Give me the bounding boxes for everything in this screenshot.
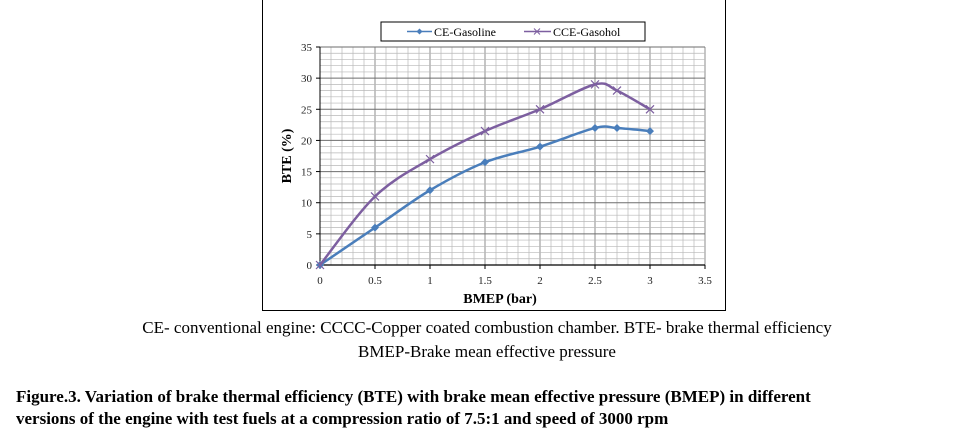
legend: CE-Gasoline CCE-Gasohol [380,21,646,42]
data-point-ce-gasoline [371,223,379,232]
legend-box [380,21,646,42]
data-point-cce-gasohol [370,192,380,201]
data-point-cce-gasohol [425,154,435,164]
x-tick-label: 0.5 [368,275,382,287]
figure-caption-line-1: Figure.3. Variation of brake thermal eff… [16,387,811,406]
x-tick-label: 1.5 [478,275,492,287]
figure-caption-line-2: versions of the engine with test fuels a… [16,409,669,428]
data-point-cce-gasohol [645,104,655,114]
x-tick-label: 1 [427,275,433,287]
x-tick-label: 2.5 [588,275,602,287]
x-tick-label: 3.5 [698,275,712,287]
y-tick-label: 25 [301,104,313,116]
data-point-cce-gasohol [535,104,545,114]
data-point-cce-gasohol [612,86,622,96]
legend-marker-gasohol [533,28,541,35]
y-tick-label: 20 [301,135,313,147]
data-point-ce-gasoline [613,123,621,132]
data-point-cce-gasohol [315,260,325,270]
y-tick-label: 35 [301,42,313,54]
legend-marker-gasoline [416,28,423,35]
abbreviation-note-1: CE- conventional engine: CCCC-Copper coa… [142,318,832,337]
data-point-ce-gasoline [646,127,654,136]
data-point-cce-gasohol [480,126,490,136]
y-tick-labels: 0 5 10 15 20 25 30 35 [301,42,320,272]
data-point-ce-gasoline [536,142,544,151]
chart-frame [262,0,726,311]
y-tick-label: 5 [307,229,313,241]
grid [319,46,706,266]
axes [319,47,705,266]
x-axis-label: BMEP (bar) [463,292,537,307]
y-tick-label: 0 [307,260,313,272]
legend-label-gasoline: CE-Gasoline [434,25,496,39]
legend-label-gasohol: CCE-Gasohol [553,25,621,39]
x-tick-label: 3 [647,275,653,287]
y-tick-label: 15 [301,167,313,179]
y-tick-label: 30 [301,73,313,85]
data-point-ce-gasoline [591,123,599,132]
x-tick-label: 2 [537,275,543,287]
series-group [315,79,655,270]
x-tick-label: 0 [317,275,323,287]
x-tick-labels: 0 0.5 1 1.5 2 2.5 3 3.5 [317,265,712,287]
data-point-cce-gasohol [590,79,600,89]
btе-vs-bmep-chart: 0 0.5 1 1.5 2 2.5 3 3.5 0 5 10 15 20 25 30 35 CE-Gasol… [280,21,712,307]
y-tick-label: 10 [301,198,313,210]
data-point-ce-gasoline [481,158,489,167]
data-point-ce-gasoline [426,186,434,195]
y-axis-label: BTE (%) [280,128,295,183]
abbreviation-note-2: BMEP-Brake mean effective pressure [358,342,616,361]
